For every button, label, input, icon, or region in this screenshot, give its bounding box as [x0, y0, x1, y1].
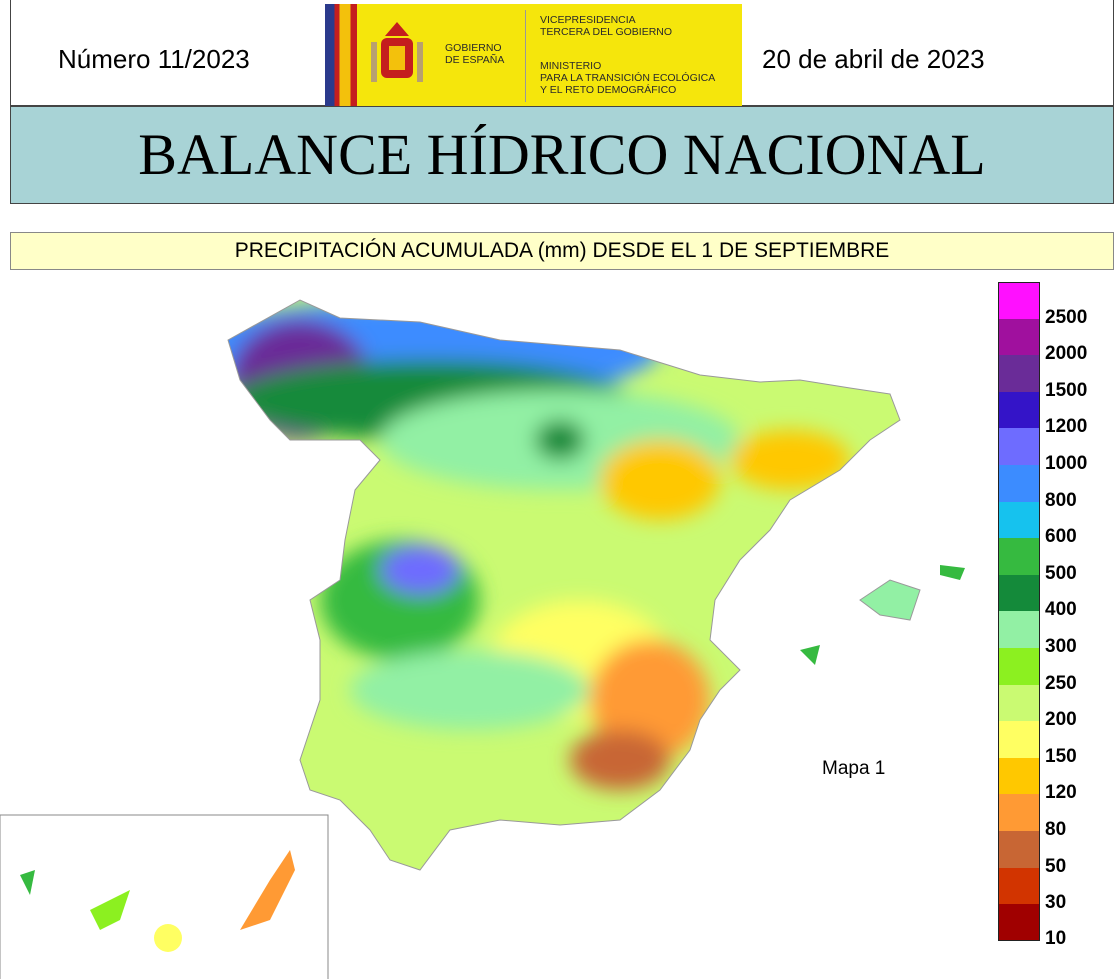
legend-swatch: 50 [998, 830, 1066, 877]
legend-swatch: 250 [998, 647, 1077, 694]
logo-bottom: MINISTERIO PARA LA TRANSICIÓN ECOLÓGICA Y … [540, 60, 715, 96]
legend-label: 50 [1045, 855, 1067, 877]
la-palma [20, 870, 35, 895]
subtitle: PRECIPITACIÓN ACUMULADA (mm) DESDE EL 1 … [10, 232, 1114, 270]
legend-swatch: 1000 [998, 428, 1087, 474]
legend-label: 1200 [1045, 416, 1088, 438]
title: BALANCE HÍDRICO NACIONAL [10, 106, 1114, 204]
legend-label: 150 [1045, 745, 1077, 767]
tenerife [90, 890, 130, 930]
logo-top: VICEPRESIDENCIA TERCERA DEL GOBIERNO [540, 14, 672, 38]
logo-text: Y EL RETO DEMOGRÁFICO [540, 84, 677, 96]
logo-text: VICEPRESIDENCIA [540, 14, 636, 26]
logo-text: MINISTERIO [540, 60, 602, 72]
legend-swatch: 120 [998, 757, 1077, 803]
legend-label: 2000 [1045, 343, 1088, 365]
fuerteventura [240, 850, 295, 930]
legend-swatch: 2500 [998, 282, 1087, 328]
flag [325, 4, 357, 106]
legend-swatch: 800 [998, 464, 1077, 511]
legend-swatch: 1500 [998, 355, 1087, 401]
map [0, 299, 965, 979]
balearic-islands [859, 579, 921, 621]
legend-label: 400 [1045, 599, 1077, 621]
logo-text: DE ESPAÑA [445, 54, 505, 66]
legend-label: 250 [1045, 672, 1077, 694]
legend-label: 600 [1045, 526, 1077, 548]
issue-date: 20 de abril de 2023 [762, 44, 985, 74]
legend-label: 300 [1045, 635, 1077, 657]
legend-label: 80 [1045, 818, 1067, 840]
legend-label: 200 [1045, 709, 1077, 731]
gran-canaria [154, 924, 182, 952]
legend-label: 1000 [1045, 452, 1088, 474]
legend-label: 500 [1045, 562, 1077, 584]
legend-swatch: 10 [998, 904, 1066, 949]
legend-label: 120 [1045, 782, 1077, 804]
legend-swatch: 600 [998, 501, 1077, 547]
issue-number: Número 11/2023 [58, 44, 250, 74]
legend: 2500 2000 1500 1200 1000 800 600 500 400 300 250 20… [998, 282, 1116, 949]
map-label: Mapa 1 [822, 758, 886, 779]
legend-swatch: 200 [998, 684, 1077, 730]
legend-label: 30 [1045, 892, 1067, 914]
legend-label: 800 [1045, 489, 1077, 511]
ibiza [800, 645, 820, 665]
legend-swatch: 400 [998, 574, 1077, 620]
coat-of-arms [371, 22, 423, 82]
legend-label: 2500 [1045, 306, 1088, 328]
government-logo: GOBIERNO DE ESPAÑA VICEPRESIDENCIA TERCERA… [357, 4, 742, 106]
legend-label: 1500 [1045, 379, 1088, 401]
logo-left: GOBIERNO DE ESPAÑA [445, 42, 504, 66]
logo-text: PARA LA TRANSICIÓN ECOLÓGICA [540, 72, 716, 84]
menorca [940, 565, 965, 580]
legend-swatch: 1200 [998, 391, 1087, 437]
legend-swatch: 30 [998, 867, 1066, 913]
legend-label: 10 [1045, 927, 1067, 949]
legend-swatch: 150 [998, 721, 1077, 767]
legend-swatch: 2000 [998, 318, 1087, 364]
legend-swatch: 80 [998, 794, 1066, 840]
logo-text: TERCERA DEL GOBIERNO [540, 26, 673, 38]
legend-swatch: 300 [998, 611, 1077, 657]
legend-swatch: 500 [998, 538, 1077, 584]
canary-inset [0, 814, 329, 979]
logo-text: GOBIERNO [445, 42, 502, 54]
